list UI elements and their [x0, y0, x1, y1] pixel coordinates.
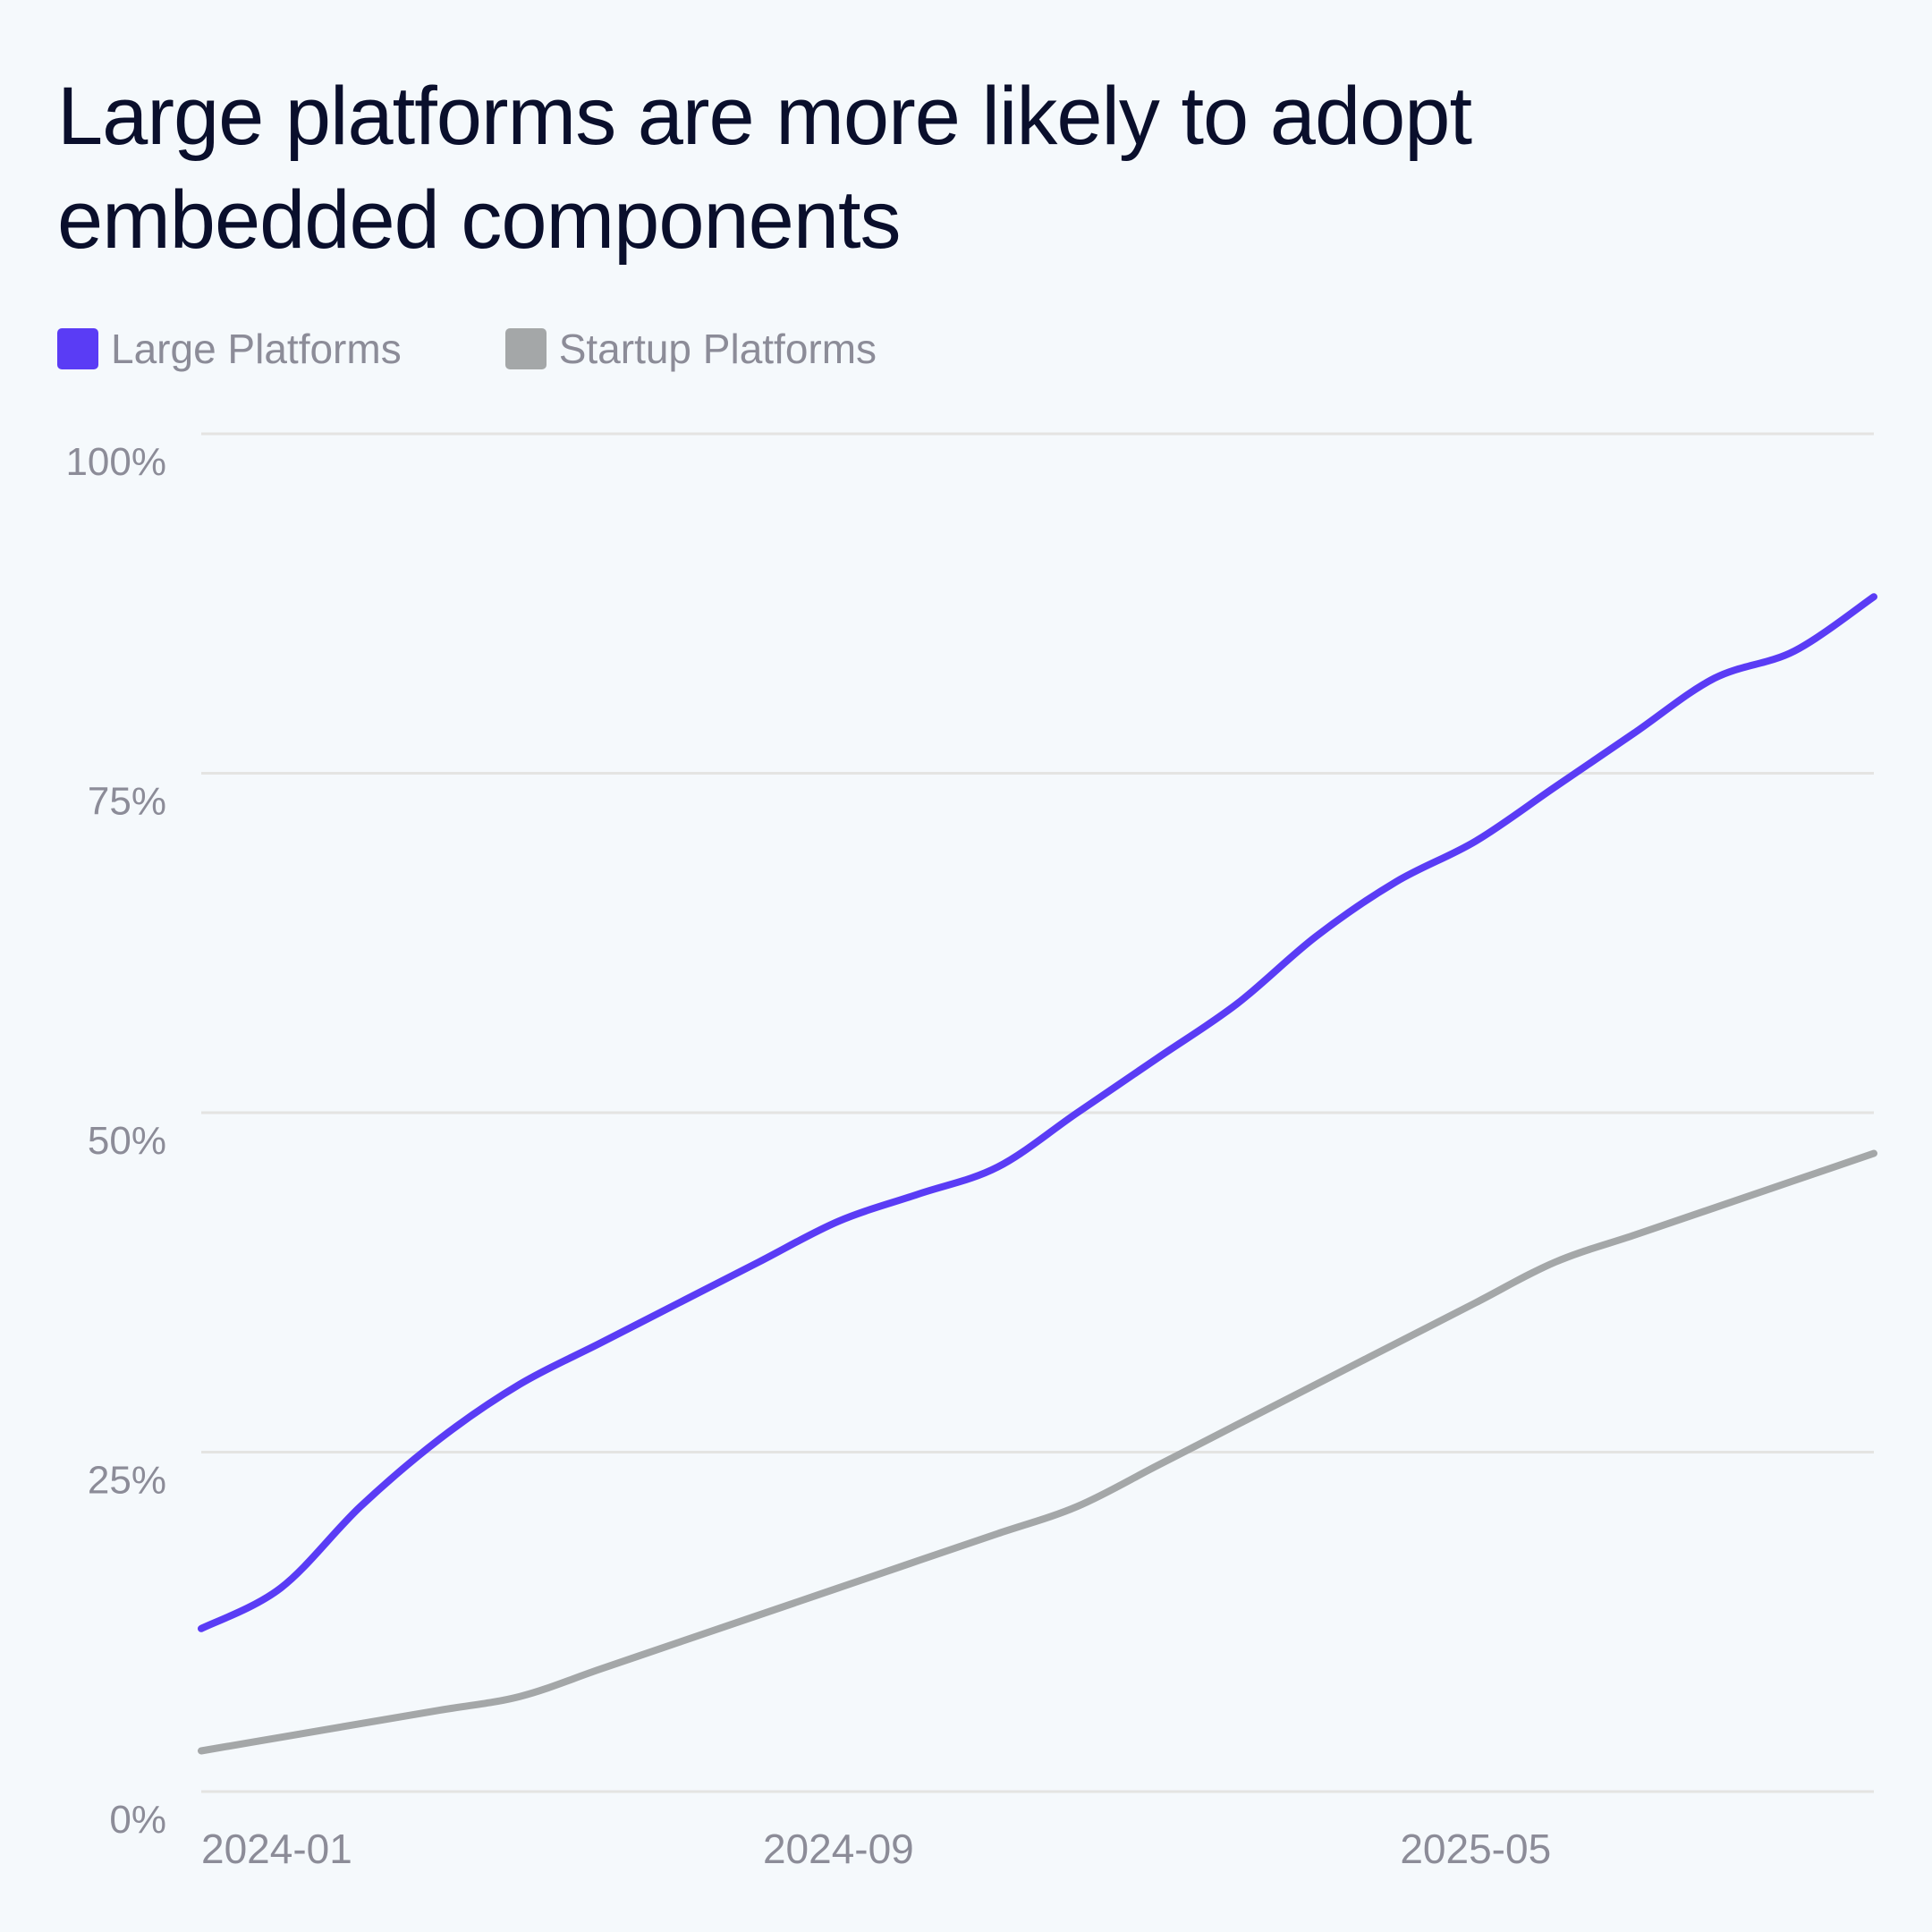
legend: Large Platforms Startup Platforms	[57, 322, 980, 376]
y-tick-label: 50%	[88, 1119, 166, 1163]
legend-item-startup-platforms[interactable]: Startup Platforms	[504, 325, 877, 373]
y-tick-label: 100%	[65, 440, 166, 484]
series-line-startup-platforms	[198, 1149, 1877, 1755]
legend-item-large-platforms[interactable]: Large Platforms	[57, 325, 402, 373]
y-tick-label: 75%	[88, 780, 166, 824]
legend-label-startup-platforms: Startup Platforms	[558, 326, 877, 372]
y-tick-label: 0%	[109, 1798, 166, 1842]
x-tick-label: 2025-05	[1400, 1826, 1551, 1872]
legend-label-large-platforms: Large Platforms	[111, 326, 402, 372]
x-tick-label: 2024-01	[201, 1826, 352, 1872]
chart-title: Large platforms are more likely to adopt…	[57, 71, 1472, 266]
series-line-large-platforms	[198, 593, 1877, 1632]
legend-swatch-large-platforms	[57, 328, 98, 369]
y-tick-label: 25%	[88, 1459, 166, 1503]
legend-swatch-startup-platforms	[504, 328, 547, 369]
x-tick-label: 2024-09	[763, 1826, 914, 1872]
